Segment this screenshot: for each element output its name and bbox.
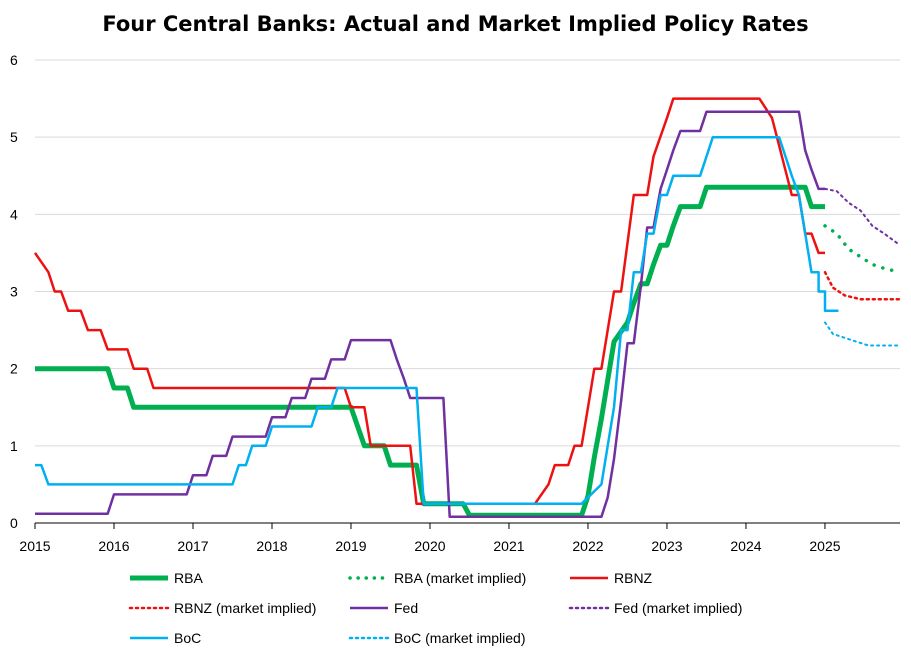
series-line-fed: [35, 110, 825, 519]
legend-label-boc-market-implied: BoC (market implied): [394, 630, 525, 646]
x-tick-label: 2022: [572, 538, 603, 554]
x-tick-label: 2017: [177, 538, 208, 554]
gridlines: [35, 59, 900, 447]
y-tick-label: 1: [10, 438, 18, 454]
legend-label-fed: Fed: [394, 600, 418, 616]
y-tick-label: 4: [10, 206, 18, 222]
y-tick-label: 0: [10, 515, 18, 531]
x-tick-label: 2016: [98, 538, 129, 554]
legend-label-fed-market-implied: Fed (market implied): [614, 600, 742, 616]
series-line-rbnz: [33, 97, 825, 505]
axes: 0 1 2 3 4 5 6 2015 2016 2017 2018 2019 2020 2021 2022 2…: [10, 52, 900, 554]
x-tick-label: 2023: [651, 538, 682, 554]
series-line-rbnz-market-implied: [823, 270, 902, 301]
series-line-rba-market-implied: [823, 224, 902, 274]
x-tick-label: 2015: [19, 538, 50, 554]
x-tick-label: 2019: [335, 538, 366, 554]
legend-label-rba: RBA: [174, 570, 203, 586]
x-tick-label: 2021: [493, 538, 524, 554]
y-tick-label: 5: [10, 129, 18, 145]
y-tick-label: 3: [10, 284, 18, 300]
series-line-fed-market-implied: [824, 187, 901, 247]
legend-label-boc: BoC: [174, 630, 201, 646]
legend-label-rbnz: RBNZ: [614, 570, 653, 586]
y-tick-label: 2: [10, 361, 18, 377]
series-line-rba: [35, 184, 825, 518]
legend-label-rba-market-implied: RBA (market implied): [394, 570, 526, 586]
chart-title: Four Central Banks: Actual and Market Im…: [102, 12, 809, 36]
legend-label-rbnz-market-implied: RBNZ (market implied): [174, 600, 316, 616]
series-line-boc-market-implied: [824, 321, 901, 347]
y-tick-label: 6: [10, 52, 18, 68]
series-line-boc: [35, 135, 839, 505]
x-tick-label: 2025: [809, 538, 840, 554]
series-lines: [33, 97, 902, 519]
x-tick-label: 2020: [414, 538, 445, 554]
x-tick-label: 2018: [256, 538, 287, 554]
legend: RBA RBA (market implied) RBNZ RBNZ (market …: [128, 570, 742, 646]
x-tick-label: 2024: [730, 538, 761, 554]
